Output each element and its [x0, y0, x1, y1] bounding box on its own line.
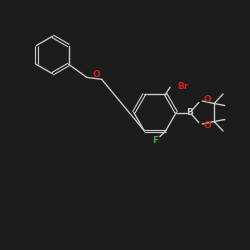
Text: B: B — [186, 108, 193, 117]
Text: O: O — [92, 70, 100, 80]
Text: Br: Br — [177, 82, 188, 90]
Text: O: O — [203, 121, 211, 130]
Text: F: F — [152, 136, 159, 145]
Text: O: O — [203, 95, 211, 104]
